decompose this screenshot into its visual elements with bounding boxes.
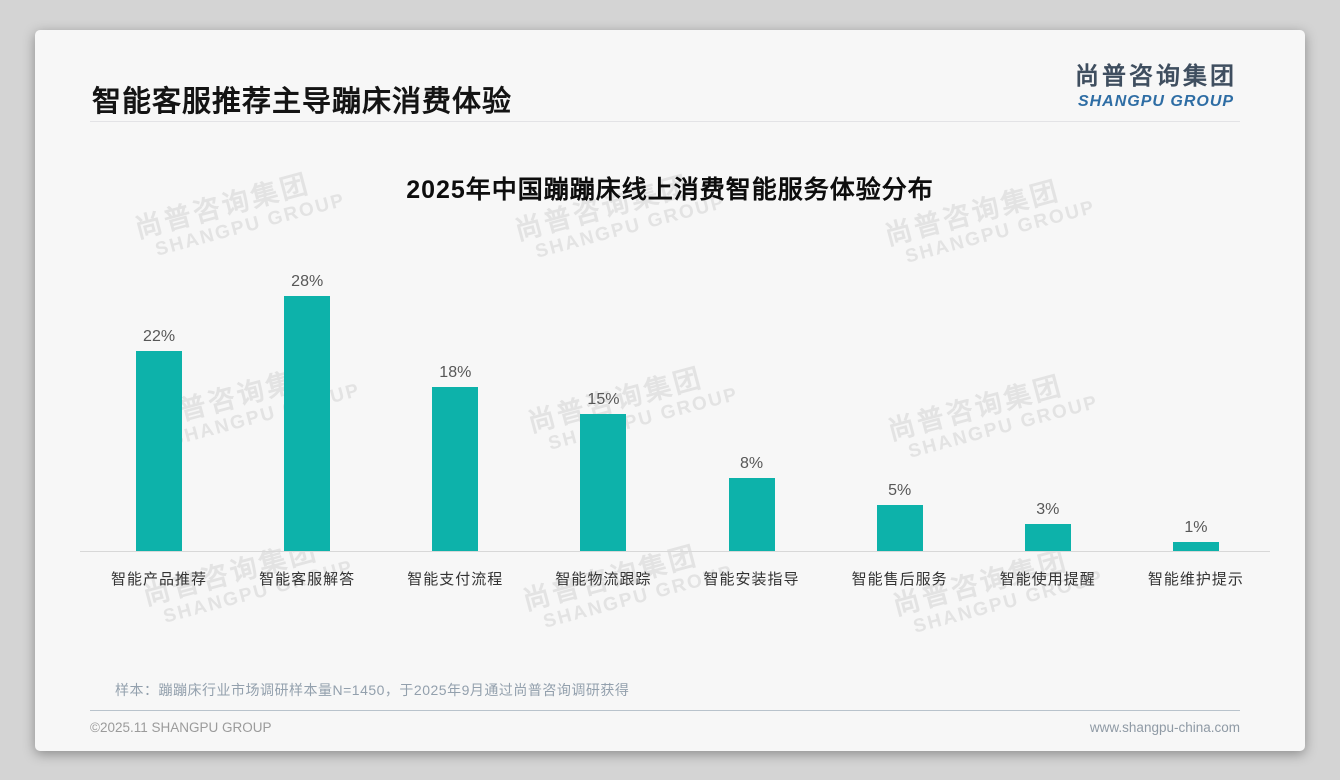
bar (136, 351, 183, 551)
bar (728, 478, 775, 551)
sample-footnote: 样本：蹦蹦床行业市场调研样本量N=1450，于2025年9月通过尚普咨询调研获得 (115, 682, 630, 698)
bar-plot: 22% 28% 18% 15% 8% 5% 3% 1% (85, 261, 1270, 551)
bar-column: 22% (85, 261, 233, 551)
bar-value-label: 22% (143, 328, 176, 345)
category-label: 智能维护提示 (1147, 571, 1244, 588)
bar-column: 8% (678, 261, 826, 551)
category-label: 智能物流跟踪 (555, 571, 652, 588)
category-label: 智能产品推荐 (111, 571, 208, 588)
category-label: 智能支付流程 (407, 571, 504, 588)
logo-text-cn: 尚普咨询集团 (1075, 63, 1237, 90)
chart-title: 2025年中国蹦蹦床线上消费智能服务体验分布 (406, 176, 934, 204)
bar-column: 18% (381, 261, 529, 551)
bar-column: 28% (233, 261, 381, 551)
footer-divider (90, 710, 1240, 711)
category-row: 智能产品推荐 智能客服解答 智能支付流程 智能物流跟踪 智能安装指导 智能售后服务 智能使用… (85, 551, 1270, 589)
bar-value-label: 15% (587, 391, 620, 408)
bar-value-label: 8% (740, 455, 764, 472)
bar (876, 505, 923, 551)
bar-column: 3% (974, 261, 1122, 551)
bar (1172, 542, 1219, 551)
bar (284, 296, 331, 551)
copyright-text: ©2025.11 SHANGPU GROUP (90, 720, 272, 735)
website-url: www.shangpu-china.com (1089, 720, 1240, 735)
slide-card: 尚普咨询集团 SHANGPU GROUP 尚普咨询集团 SHANGPU GROU… (35, 30, 1305, 751)
bar-column: 5% (826, 261, 974, 551)
header-divider (90, 121, 1240, 122)
bar-value-label: 5% (888, 482, 912, 499)
category-label: 智能使用提醒 (999, 571, 1096, 588)
category-label: 智能售后服务 (851, 571, 948, 588)
x-axis-line (80, 551, 1270, 552)
bar (580, 414, 627, 551)
bar-column: 1% (1122, 261, 1270, 551)
bar-column: 15% (529, 261, 677, 551)
bar-value-label: 18% (439, 364, 472, 381)
company-logo: 尚普咨询集团 SHANGPU GROUP (1075, 56, 1237, 111)
category-label: 智能安装指导 (703, 571, 800, 588)
bar (432, 387, 479, 551)
bar-value-label: 3% (1036, 501, 1060, 518)
bar-value-label: 1% (1184, 519, 1208, 536)
bar (1024, 524, 1071, 551)
footer: ©2025.11 SHANGPU GROUP www.shangpu-china… (90, 720, 1240, 735)
bar-value-label: 28% (291, 273, 324, 290)
page-title: 智能客服推荐主导蹦床消费体验 (92, 86, 513, 118)
logo-text-en: SHANGPU GROUP (1077, 93, 1235, 110)
category-label: 智能客服解答 (259, 571, 356, 588)
